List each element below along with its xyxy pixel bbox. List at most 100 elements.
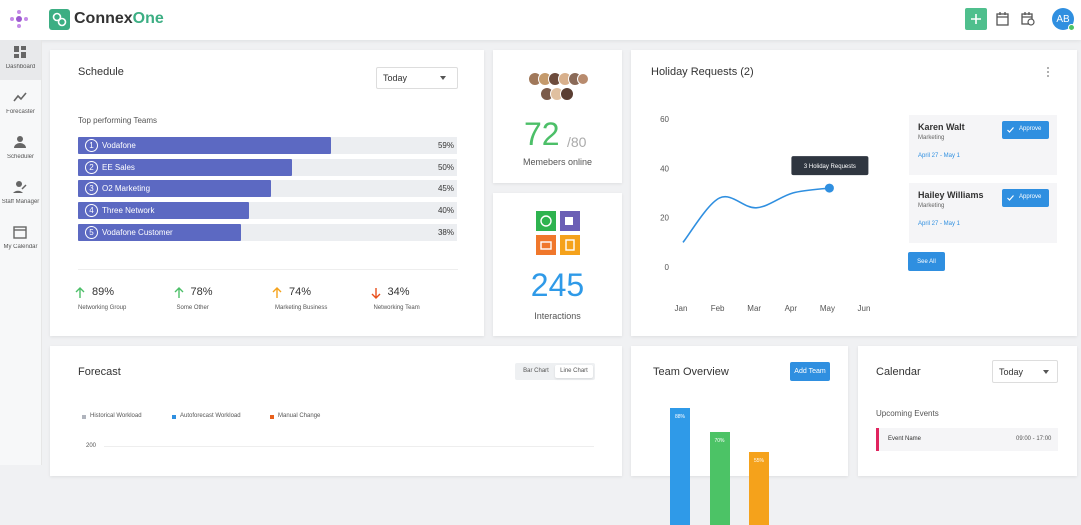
holiday-chart: 0 20 40 60 Jan Feb Mar Apr May Jun 3 Holiday Reque…	[660, 115, 870, 313]
nav-icon	[13, 135, 27, 149]
sidebar: Dashboard Forecaster Scheduler Staff Manage…	[0, 40, 42, 465]
more-menu[interactable]	[1046, 66, 1050, 78]
teams-icon	[560, 211, 580, 231]
nav-icon	[13, 90, 27, 104]
nav-label[interactable]: Forecaster	[6, 109, 35, 115]
dropdown-label: Today	[383, 73, 408, 83]
stat-label: Networking Group	[78, 305, 127, 311]
nav-icon	[13, 180, 27, 194]
request-dept: Marketing	[918, 135, 945, 141]
card-title: Calendar	[876, 366, 921, 378]
tooltip-box	[791, 156, 869, 176]
rank-badge: 5	[85, 225, 98, 239]
card-title: Forecast	[78, 366, 121, 378]
nav-label[interactable]: Staff Manager	[1, 199, 40, 205]
y-tick-label: 60	[660, 115, 669, 124]
add-team-button[interactable]: Add Team	[790, 362, 830, 381]
line-series	[682, 187, 830, 243]
logo-prefix: Connex	[74, 10, 133, 27]
legend-label: Manual Change	[278, 413, 321, 419]
stat-value: 89%	[92, 286, 115, 298]
request-card: Hailey Williams Marketing April 27 - May 1…	[909, 183, 1057, 243]
x-tick-label: Jan	[675, 304, 688, 313]
approve-button[interactable]: Approve	[1002, 189, 1049, 207]
status-dot	[1068, 24, 1075, 31]
request-dates: April 27 - May 1	[918, 221, 961, 227]
members-label: Memebers online	[522, 157, 593, 167]
request-card: Karen Walt Marketing April 27 - May 1 Appro…	[909, 115, 1057, 175]
legend-label: Autoforecast Workload	[180, 413, 241, 419]
email-icon	[536, 235, 556, 255]
team-name: Vodafone Customer	[102, 227, 173, 237]
request-dept: Marketing	[918, 203, 945, 209]
bar	[709, 431, 730, 525]
see-all-button[interactable]: See All	[908, 252, 945, 271]
stat-value: 34%	[387, 286, 410, 298]
whatsapp-icon	[536, 211, 556, 231]
toggle-option[interactable]: Bar Chart	[523, 368, 549, 374]
legend-label: Historical Workload	[90, 413, 142, 419]
add-button[interactable]	[965, 8, 987, 30]
interactions-label: Interactions	[534, 311, 581, 321]
team-name: O2 Marketing	[102, 184, 151, 194]
x-tick-label: May	[820, 304, 835, 313]
calendar-icon[interactable]	[996, 12, 1009, 26]
calendar-card: Calendar Today Upcoming Events Event Nam…	[858, 346, 1077, 476]
bar	[670, 407, 690, 525]
bar-label: 55%	[753, 457, 764, 464]
x-tick-label: Mar	[747, 304, 761, 313]
chart-toggle: Bar Chart Line Chart	[515, 363, 595, 380]
approve-label: Approve	[1019, 126, 1042, 132]
x-tick-label: Apr	[785, 304, 798, 313]
logo-text: ConnexOne	[74, 10, 164, 28]
team-value: 38%	[437, 227, 454, 237]
rank-badge: 2	[85, 160, 98, 174]
trend-up-icon	[75, 286, 85, 298]
nav-icon	[13, 45, 27, 59]
toggle-option[interactable]: Line Chart	[555, 365, 593, 378]
nav-label[interactable]: My Calendar	[3, 244, 38, 250]
card-title: Holiday Requests (2)	[651, 66, 754, 78]
members-value: 72	[524, 116, 560, 152]
dropdown[interactable]: Today	[992, 360, 1058, 383]
card-title: Team Overview	[653, 366, 729, 378]
y-tick-label: 20	[660, 214, 669, 223]
interactions-card: 245 Interactions	[493, 193, 622, 336]
nav-label[interactable]: Scheduler	[6, 154, 35, 160]
dropdown[interactable]: Today	[376, 67, 458, 89]
y-tick-label: 40	[660, 164, 669, 173]
event-row[interactable]: Event Name 09:00 - 17:00	[876, 428, 1058, 451]
approve-label: Approve	[1019, 194, 1042, 200]
grid-line	[104, 446, 594, 447]
team-name: Vodafone	[102, 141, 136, 150]
card-title: Schedule	[78, 66, 124, 78]
team-name: EE Sales	[102, 162, 135, 172]
event-stripe	[876, 428, 879, 451]
request-name: Karen Walt	[918, 122, 965, 132]
bar	[78, 202, 250, 220]
schedule-icon[interactable]	[1021, 12, 1035, 26]
team-value: 50%	[437, 162, 454, 172]
rank-badge: 4	[85, 204, 98, 218]
dropdown-label: Today	[999, 367, 1024, 377]
stat-value: 78%	[190, 286, 213, 298]
team-value: 40%	[437, 206, 454, 216]
nav-label[interactable]: Dashboard	[5, 64, 36, 70]
bar	[78, 137, 331, 154]
stat-value: 74%	[289, 286, 312, 298]
request-name: Hailey Williams	[918, 190, 984, 200]
team-card: Team Overview Add Team 88% 70% 55%	[631, 346, 848, 525]
rank-badge: 1	[85, 139, 98, 152]
nav-icon	[13, 225, 27, 239]
bar-label: 88%	[674, 413, 685, 420]
x-tick-label: Feb	[711, 304, 725, 313]
data-point	[824, 183, 834, 193]
trend-down-icon	[371, 286, 381, 299]
event-time: 09:00 - 17:00	[1016, 436, 1052, 442]
stat-label: Some Other	[176, 305, 209, 311]
note-icon	[560, 235, 580, 255]
top-bar: ConnexOne AB	[0, 0, 1081, 40]
approve-button[interactable]: Approve	[1002, 121, 1049, 139]
app-icon[interactable]	[8, 8, 30, 30]
